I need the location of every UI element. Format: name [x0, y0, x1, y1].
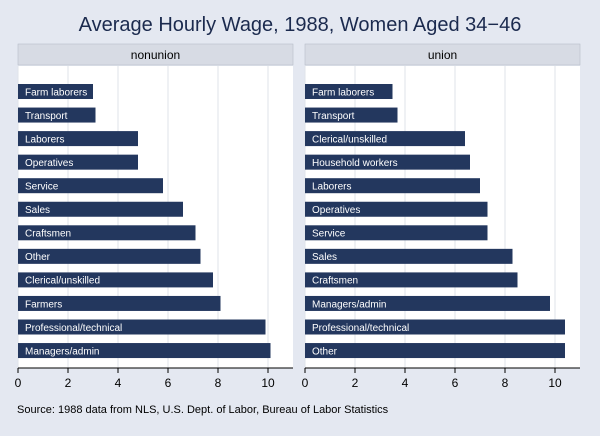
bar [305, 225, 488, 241]
bar-label: Sales [312, 252, 337, 263]
chart-panels: nonunion 0 2 4 6 8 10 Farm laborers Transport Lab… [15, 43, 581, 390]
panel-label: union [428, 48, 457, 62]
x-tick-label: 8 [215, 376, 222, 390]
x-tick-label: 0 [302, 376, 309, 390]
bar-label: Operatives [25, 158, 73, 169]
bar [305, 201, 488, 217]
bar-label: Professional/technical [312, 323, 409, 334]
bar-label: Farm laborers [312, 87, 374, 98]
bar [305, 154, 470, 170]
bar [305, 131, 465, 147]
bar-label: Professional/technical [25, 323, 122, 334]
bar [18, 343, 271, 359]
bar-label: Farmers [25, 299, 62, 310]
bar-label: Other [25, 252, 51, 263]
bar-label: Transport [25, 111, 68, 122]
panel-label: nonunion [131, 48, 180, 62]
bar [305, 343, 565, 359]
x-tick-label: 6 [165, 376, 172, 390]
bar [18, 201, 183, 217]
panel-header [304, 43, 581, 66]
x-tick-label: 2 [65, 376, 72, 390]
bar-label: Transport [312, 111, 355, 122]
x-tick-label: 2 [352, 376, 359, 390]
bar-label: Other [312, 346, 338, 357]
bar [305, 295, 550, 311]
chart-title: Average Hourly Wage, 1988, Women Aged 34… [79, 14, 522, 36]
x-tick-label: 10 [548, 376, 562, 390]
x-tick-label: 4 [115, 376, 122, 390]
bar [18, 272, 213, 288]
panel-nonunion: nonunion 0 2 4 6 8 10 Farm laborers Transport Lab… [15, 43, 294, 390]
bar-label: Craftsmen [312, 276, 358, 287]
x-tick-label: 0 [15, 376, 22, 390]
bar-label: Service [312, 229, 346, 240]
bar [305, 272, 518, 288]
bar-label: Laborers [25, 134, 64, 145]
bar-label: Clerical/unskilled [25, 276, 100, 287]
bar-label: Service [25, 182, 59, 193]
x-tick-label: 4 [402, 376, 409, 390]
bar [18, 295, 221, 311]
bar-label: Household workers [312, 158, 398, 169]
bar [305, 107, 398, 123]
bar [18, 84, 93, 99]
bar [18, 178, 163, 194]
bar [18, 248, 201, 264]
bar [18, 225, 196, 241]
bar-label: Clerical/unskilled [312, 134, 387, 145]
bar-label: Operatives [312, 205, 360, 216]
bar-label: Sales [25, 205, 50, 216]
bar [305, 248, 513, 264]
bar-label: Craftsmen [25, 229, 71, 240]
bar [18, 319, 266, 335]
bar-label: Laborers [312, 182, 351, 193]
bar [18, 107, 96, 123]
bar-label: Farm laborers [25, 87, 87, 98]
chart-note: Source: 1988 data from NLS, U.S. Dept. o… [17, 404, 389, 416]
panel-header [17, 43, 294, 66]
bar-label: Managers/admin [312, 299, 386, 310]
bar [305, 319, 565, 335]
x-tick-label: 8 [502, 376, 509, 390]
bar [305, 84, 393, 99]
panel-union: union 0 2 4 6 8 10 Farm laborers Transport Cleric… [302, 43, 581, 390]
bar-label: Managers/admin [25, 346, 99, 357]
bar [18, 131, 138, 147]
x-tick-label: 6 [452, 376, 459, 390]
bar [18, 154, 138, 170]
x-tick-label: 10 [261, 376, 275, 390]
bar [305, 178, 480, 194]
